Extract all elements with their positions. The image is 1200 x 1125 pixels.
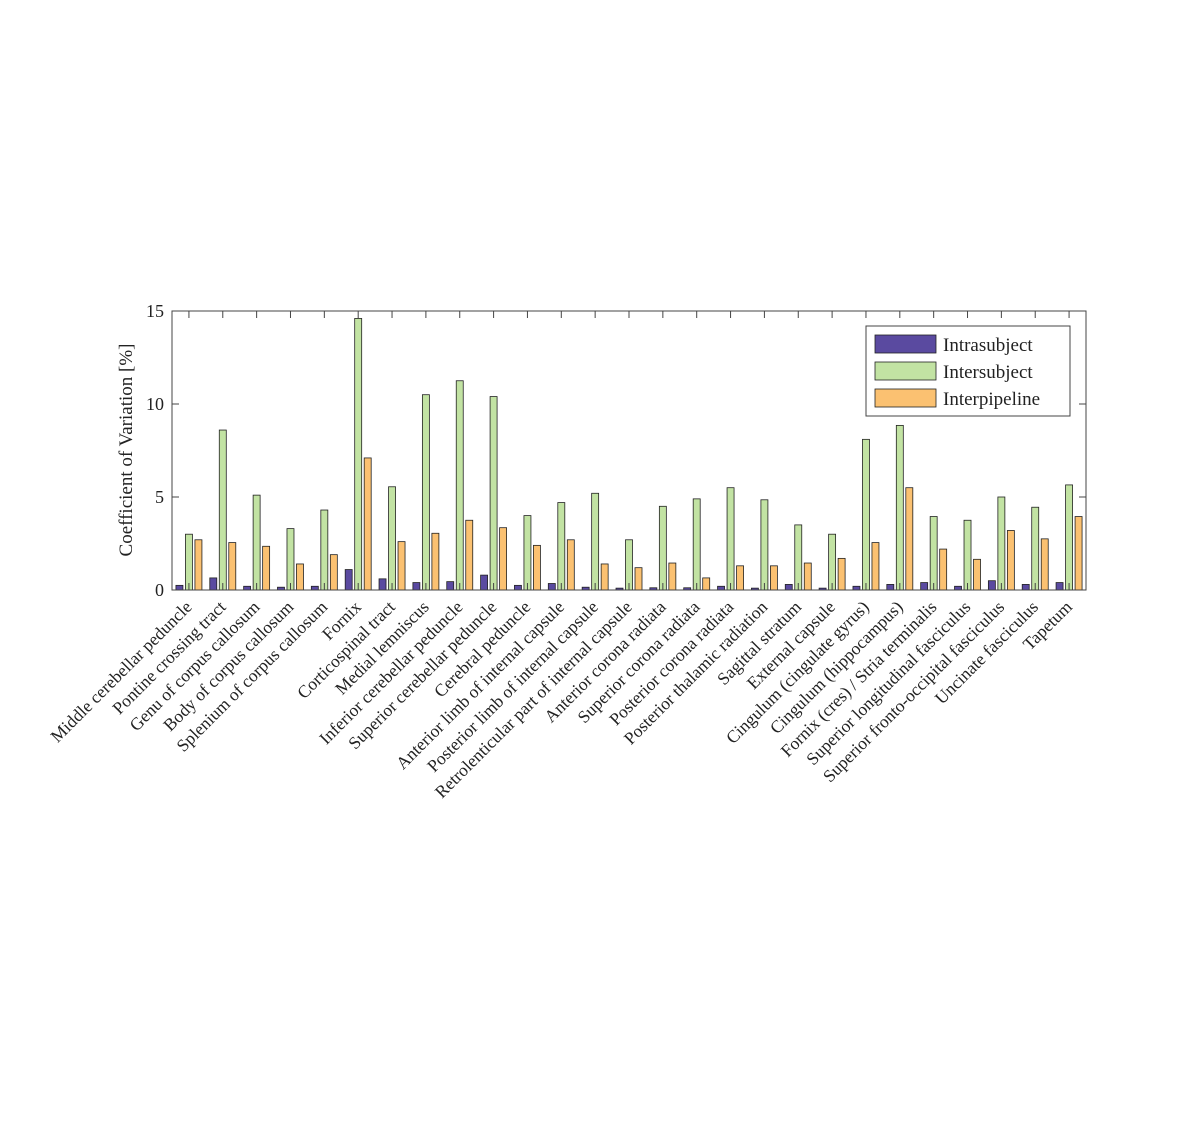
bar-intrasubject-20: [852, 585, 861, 591]
bar-interpipeline-20: [871, 542, 880, 591]
bar-intrasubject-11: [547, 583, 556, 591]
bar-intrasubject-8: [446, 581, 455, 591]
bar-interpipeline-19: [837, 557, 846, 591]
bar-interpipeline-9: [499, 527, 507, 591]
bar-intrasubject-25: [1021, 584, 1030, 591]
bar-intersubject-17: [760, 499, 769, 591]
bar-intersubject-26: [1065, 484, 1073, 591]
bar-intersubject-23: [963, 519, 972, 591]
bar-interpipeline-26: [1074, 516, 1083, 591]
bar-interpipeline-23: [973, 558, 981, 591]
bar-interpipeline-5: [363, 457, 372, 591]
legend-label-intersubject: Intersubject: [943, 362, 1033, 383]
bar-intersubject-19: [828, 533, 837, 591]
y-tick-label: 15: [146, 301, 164, 321]
y-axis-title: Coefficient of Variation [%]: [116, 344, 137, 557]
bar-intersubject-25: [1031, 506, 1040, 591]
bar-interpipeline-15: [702, 577, 711, 591]
bar-intersubject-8: [455, 380, 464, 591]
bar-interpipeline-0: [194, 539, 203, 591]
bar-interpipeline-10: [533, 544, 541, 591]
y-tick-label: 5: [155, 487, 164, 507]
bar-intersubject-2: [252, 494, 261, 591]
bar-intrasubject-2: [243, 585, 252, 591]
bar-intersubject-7: [421, 394, 430, 591]
bar-intersubject-22: [929, 516, 938, 591]
bar-intersubject-11: [557, 502, 566, 591]
bar-intersubject-21: [895, 424, 904, 591]
y-tick-label: 0: [155, 580, 164, 600]
y-tick-label: 10: [146, 394, 164, 414]
bar-intersubject-16: [726, 487, 735, 591]
bar-intrasubject-10: [514, 584, 522, 591]
bar-interpipeline-11: [566, 539, 575, 591]
bar-intersubject-12: [591, 492, 600, 591]
plot-area-frame: [171, 310, 1087, 591]
bar-intrasubject-18: [784, 584, 793, 591]
legend: Intrasubject Intersubject Interpipeline: [865, 325, 1071, 417]
bar-interpipeline-21: [905, 487, 914, 591]
bars-group: [175, 318, 1083, 591]
bar-intrasubject-5: [344, 569, 353, 591]
bar-interpipeline-16: [736, 565, 744, 591]
bar-interpipeline-17: [770, 565, 778, 591]
bar-interpipeline-25: [1040, 538, 1049, 591]
bar-intrasubject-24: [987, 580, 996, 591]
bar-intrasubject-23: [954, 585, 962, 591]
bar-intersubject-6: [388, 486, 396, 591]
bar-intersubject-0: [185, 533, 193, 591]
bar-interpipeline-2: [262, 545, 271, 591]
bar-intersubject-14: [658, 505, 667, 591]
bar-interpipeline-4: [329, 554, 338, 591]
bar-interpipeline-24: [1006, 530, 1015, 591]
legend-swatch-interpipeline: [874, 388, 937, 408]
bar-intersubject-13: [625, 539, 633, 591]
bar-intrasubject-22: [920, 582, 929, 591]
bar-interpipeline-7: [431, 532, 440, 591]
bar-intersubject-4: [320, 509, 329, 591]
bar-intersubject-24: [997, 496, 1006, 591]
bar-intersubject-10: [523, 515, 532, 591]
bar-intersubject-1: [218, 429, 227, 591]
legend-label-intrasubject: Intrasubject: [943, 335, 1033, 356]
y-axis-ticks: 0 5 10 15: [146, 301, 1086, 600]
bar-intrasubject-21: [886, 584, 895, 591]
bar-intersubject-9: [489, 396, 498, 591]
bar-interpipeline-13: [634, 567, 643, 591]
bar-interpipeline-12: [600, 563, 609, 591]
bar-intrasubject-4: [310, 585, 319, 591]
legend-swatch-intersubject: [874, 361, 937, 381]
legend-label-interpipeline: Interpipeline: [943, 389, 1040, 410]
bar-interpipeline-18: [803, 562, 812, 591]
bar-interpipeline-3: [296, 563, 304, 591]
bar-interpipeline-6: [397, 541, 406, 591]
bar-interpipeline-14: [668, 562, 677, 591]
bar-intersubject-3: [286, 528, 295, 591]
bar-intrasubject-0: [175, 584, 184, 591]
bar-intersubject-18: [794, 524, 803, 591]
bar-interpipeline-22: [939, 548, 948, 591]
bar-intrasubject-16: [717, 585, 725, 591]
bar-intrasubject-9: [480, 574, 488, 591]
bar-interpipeline-8: [465, 519, 474, 591]
legend-swatch-intrasubject: [874, 334, 937, 354]
bar-interpipeline-1: [228, 542, 237, 591]
x-axis-ticks: [188, 311, 1070, 590]
bar-intrasubject-6: [378, 578, 387, 591]
bar-intrasubject-7: [412, 582, 421, 591]
bar-intersubject-5: [354, 318, 363, 591]
bar-intrasubject-26: [1055, 582, 1064, 591]
bar-intersubject-20: [862, 438, 870, 591]
bar-intrasubject-1: [209, 577, 218, 591]
bar-intersubject-15: [692, 498, 701, 591]
